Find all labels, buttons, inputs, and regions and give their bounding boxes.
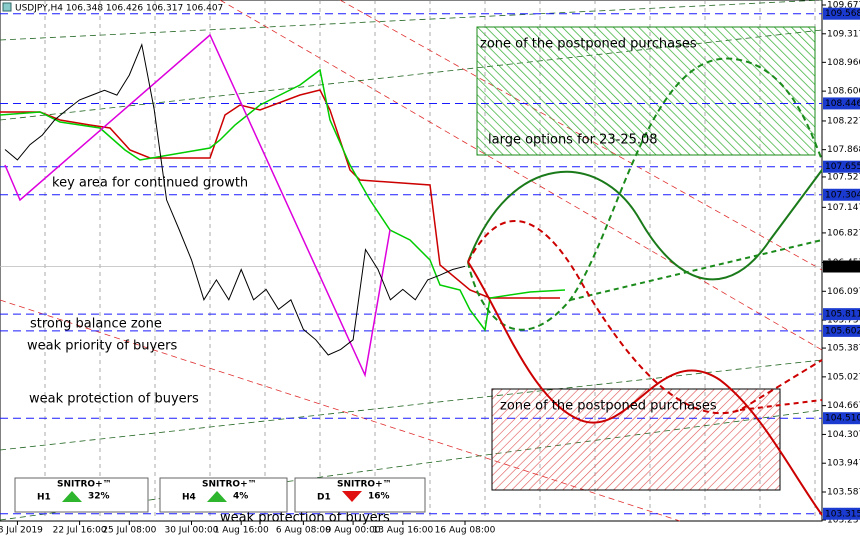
- level-label: 109.568: [825, 9, 860, 19]
- indicator-timeframe: D1: [317, 493, 331, 503]
- level-tag: [823, 188, 860, 201]
- kijun-line: [0, 89, 560, 299]
- x-tick-label: 22 Jul 16:00: [53, 526, 107, 536]
- indicator-percent: 16%: [368, 492, 390, 502]
- indicator-box: [14, 477, 149, 513]
- price-line: [4, 42, 466, 356]
- symbol-icon: [2, 2, 12, 12]
- annotation: weak protection of buyers: [220, 511, 390, 526]
- indicator-timeframe: H4: [182, 493, 196, 503]
- indicator-percent: 32%: [88, 492, 110, 502]
- y-tick-label: 104.667: [827, 401, 860, 411]
- y-tick-label: 103.947: [827, 459, 860, 469]
- annotation: strong balance zone: [30, 317, 162, 332]
- level-tag: [823, 507, 860, 520]
- x-tick-label: 6 Aug 08:00: [276, 526, 331, 536]
- cloud-line: [0, 68, 566, 332]
- annotation: weak priority of buyers: [27, 339, 177, 354]
- level-tag: [823, 97, 860, 110]
- level-tag: [823, 160, 860, 173]
- y-tick-label: 105.027: [827, 372, 860, 382]
- x-tick-label: 1 Aug 16:00: [214, 526, 269, 536]
- annotation: weak protection of buyers: [29, 392, 199, 407]
- level-label: 105.811: [825, 310, 860, 320]
- x-tick-label: 30 Jul 00:00: [164, 526, 218, 536]
- y-axis: 109.677 109.317 108.960 108.600 108.227 107.8…: [822, 1, 860, 526]
- chart-title: USDJPY,H4 106.348 106.426 106.317 106.40…: [15, 4, 223, 14]
- x-tick-label: 18 Jul 2019: [0, 526, 43, 536]
- level-tag: [823, 324, 860, 337]
- annotation: zone of the postponed purchases: [480, 37, 697, 52]
- level-tag: [823, 412, 860, 425]
- indicator-percent: 4%: [233, 492, 248, 502]
- y-tick-label: 109.317: [827, 29, 860, 39]
- indicator-arrow: [62, 491, 82, 502]
- indicator-box: [159, 477, 288, 513]
- y-tick-label: 103.237: [827, 516, 860, 526]
- y-tick-label: 108.600: [827, 87, 860, 97]
- y-tick-label: 106.827: [827, 228, 860, 238]
- sell-zone: [491, 388, 781, 491]
- vertical-grid: [44, 0, 816, 521]
- y-tick-label: 103.587: [827, 488, 860, 498]
- zigzag: [4, 33, 391, 378]
- level-label: 104.510: [825, 414, 860, 424]
- y-tick-label: 107.147: [827, 203, 860, 213]
- level-label: 103.315: [825, 509, 860, 519]
- levels: [0, 13, 822, 515]
- y-tick-label: 104.307: [827, 430, 860, 440]
- level-tag: [823, 308, 860, 321]
- current-price-tag: [823, 260, 860, 273]
- indicator-brand: SNITRO+™: [202, 480, 257, 490]
- level-label: 105.602: [825, 326, 860, 336]
- level-label: 107.655: [825, 162, 860, 172]
- level-label: 108.446: [825, 99, 860, 109]
- indicator-box: [294, 477, 426, 513]
- x-tick-label: 9 Aug 00:00: [326, 526, 381, 536]
- y-tick-label: 108.227: [827, 116, 860, 126]
- indicator-arrow: [342, 491, 362, 502]
- y-tick-label: 105.387: [827, 344, 860, 354]
- forecast: [467, 57, 823, 516]
- x-tick-label: 16 Aug 08:00: [435, 526, 496, 536]
- y-tick-label: 105.737: [827, 316, 860, 326]
- current-price-label: 106.407: [825, 262, 860, 272]
- annotation: zone of the postponed purchases: [500, 399, 717, 414]
- annotation: key area for continued growth: [52, 176, 248, 191]
- level-tag: [823, 7, 860, 20]
- indicator-arrow: [207, 491, 227, 502]
- annotation: large options for 23-25.08: [488, 133, 658, 148]
- indicator-brand: SNITRO+™: [57, 480, 112, 490]
- y-tick-label: 107.527: [827, 172, 860, 182]
- y-tick-label: 109.677: [827, 1, 860, 11]
- indicators: H1 SNITRO+™ 32% H4 SNITRO+™ 4% D1 SNITRO+™ 16%: [14, 477, 426, 513]
- level-label: 107.304: [825, 190, 860, 200]
- x-tick-label: 25 Jul 08:00: [102, 526, 156, 536]
- indicator-timeframe: H1: [37, 493, 51, 503]
- y-tick-label: 106.097: [827, 287, 860, 297]
- indicator-brand: SNITRO+™: [337, 480, 392, 490]
- x-tick-label: 13 Aug 16:00: [372, 526, 433, 536]
- y-tick-label: 108.960: [827, 58, 860, 68]
- y-tick-label: 107.868: [827, 145, 860, 155]
